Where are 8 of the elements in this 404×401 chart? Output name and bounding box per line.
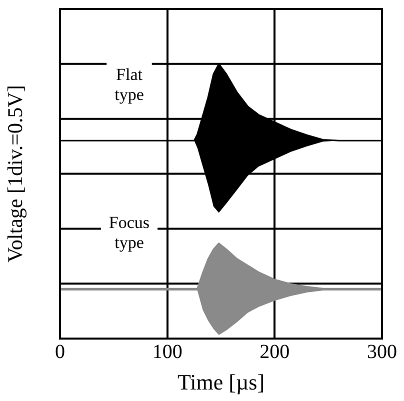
text: Focus type [108,213,150,252]
x-tick-label: 0 [55,340,65,363]
x-tick-label: 200 [260,340,290,363]
x-tick-label: 300 [367,340,397,363]
x-tick-label: 100 [152,340,182,363]
y-axis-title: Voltage [1div.=0.5V] [3,85,28,263]
text: Flat type [114,65,144,104]
x-axis-title: Time [µs] [177,370,265,395]
